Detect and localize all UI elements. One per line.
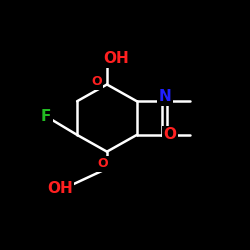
Text: O: O: [98, 157, 108, 170]
Text: O: O: [164, 128, 176, 142]
Text: OH: OH: [104, 52, 130, 66]
Text: O: O: [91, 75, 102, 88]
Text: F: F: [41, 109, 51, 124]
Text: N: N: [158, 89, 171, 104]
Text: OH: OH: [47, 181, 73, 196]
